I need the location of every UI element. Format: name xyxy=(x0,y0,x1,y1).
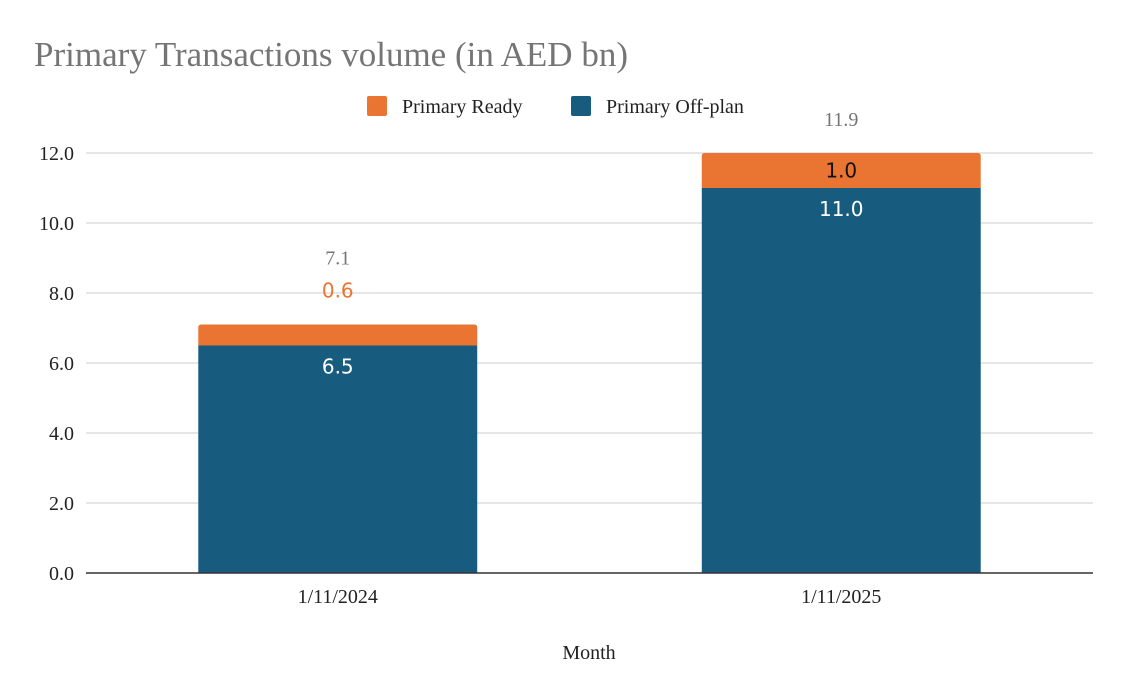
data-label-primary-off-plan: 6.5 xyxy=(322,355,354,379)
total-label: 11.9 xyxy=(824,109,858,131)
y-tick-label: 10.0 xyxy=(39,213,74,235)
y-tick-label: 8.0 xyxy=(49,283,74,305)
y-axis-ticks: 0.0 2.0 4.0 6.0 8.0 10.0 12.0 xyxy=(39,143,74,585)
x-axis-title: Month xyxy=(562,642,615,664)
data-label-primary-ready: 0.6 xyxy=(322,279,354,303)
bar-primary-off-plan xyxy=(701,188,981,573)
bar-primary-ready xyxy=(198,324,478,346)
data-label-primary-off-plan: 11.0 xyxy=(819,197,864,221)
total-label: 7.1 xyxy=(325,248,350,270)
bars: 6.5 0.6 7.1 11.0 1.0 11.9 xyxy=(198,109,981,573)
bar-primary-ready xyxy=(701,153,981,188)
x-tick-label: 1/11/2025 xyxy=(801,586,881,608)
legend-label-primary-off-plan: Primary Off-plan xyxy=(606,96,744,118)
data-label-primary-ready: 1.0 xyxy=(825,159,857,183)
y-tick-label: 2.0 xyxy=(49,493,74,515)
y-tick-label: 0.0 xyxy=(49,563,74,585)
y-tick-label: 12.0 xyxy=(39,143,74,165)
x-tick-label: 1/11/2024 xyxy=(298,586,378,608)
legend-label-primary-ready: Primary Ready xyxy=(402,96,523,118)
legend-swatch-primary-off-plan xyxy=(571,96,591,116)
x-axis-ticks: 1/11/2024 1/11/2025 xyxy=(298,586,882,608)
y-tick-label: 4.0 xyxy=(49,423,74,445)
legend-swatch-primary-ready xyxy=(367,96,387,116)
chart-title: Primary Transactions volume (in AED bn) xyxy=(34,35,628,74)
bar-primary-off-plan xyxy=(198,345,478,573)
y-tick-label: 6.0 xyxy=(49,353,74,375)
legend: Primary Ready Primary Off-plan xyxy=(367,96,744,118)
